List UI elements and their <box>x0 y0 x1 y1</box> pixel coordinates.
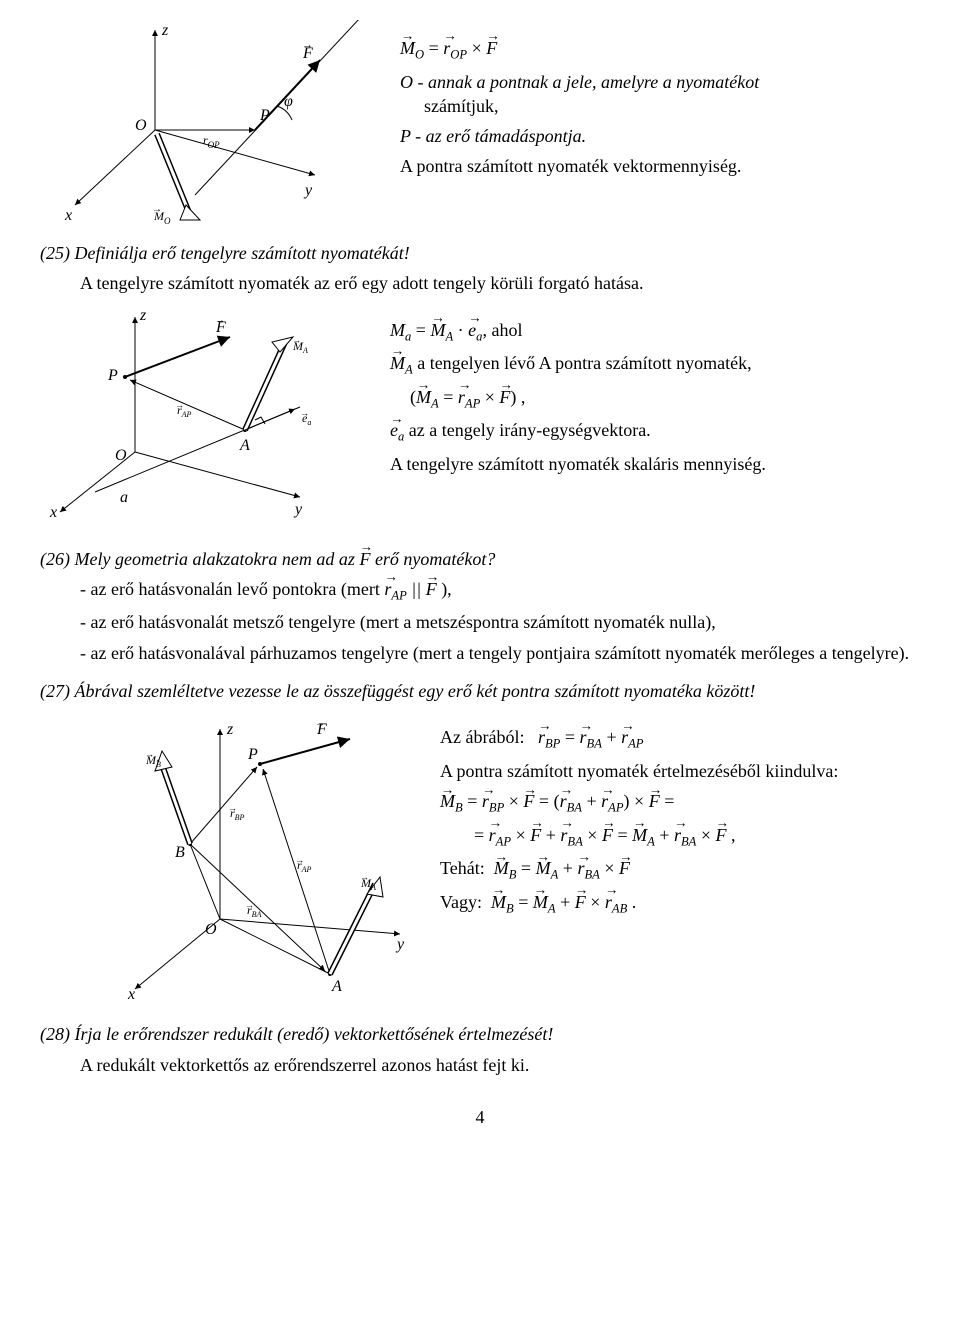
page-number: 4 <box>40 1107 920 1128</box>
eq-MA-cross: (MA = rAP × F) , <box>390 385 920 413</box>
svg-text:A: A <box>331 978 342 995</box>
fig1-phi: φ <box>284 93 293 110</box>
fig1-rOP-r: rOP <box>203 133 220 150</box>
figure-2: z x y O a A P →rAP →F →MA →e <box>40 302 370 527</box>
svg-text:x: x <box>127 986 135 999</box>
svg-text:→F: →F <box>215 315 226 336</box>
svg-text:→rBP: →rBP <box>228 803 245 822</box>
fig1-F: →F <box>302 39 313 62</box>
svg-text:y: y <box>395 936 405 953</box>
q28-body: A redukált vektorkettős az erőrendszerre… <box>40 1053 920 1077</box>
svg-text:a: a <box>120 489 128 506</box>
text2-l4: A tengelyre számított nyomaték skaláris … <box>390 452 920 476</box>
figure-1: z x y O P rOP →F φ →MO <box>40 20 380 235</box>
svg-text:A: A <box>239 437 250 454</box>
svg-text:→rAP: →rAP <box>175 400 192 419</box>
svg-text:→rAP: →rAP <box>295 855 312 874</box>
q25: (25) Definiálja erő tengelyre számított … <box>40 241 920 265</box>
figure-2-svg: z x y O a A P →rAP →F →MA →e <box>40 302 370 522</box>
q28: (28) Írja le erőrendszer redukált (eredő… <box>40 1022 920 1046</box>
q26-list: - az erő hatásvonalán levő pontokra (mer… <box>40 577 920 665</box>
q25-body: A tengelyre számított nyomaték az erő eg… <box>40 271 920 295</box>
svg-text:O: O <box>115 447 127 464</box>
svg-text:P: P <box>247 746 258 763</box>
section-27-deriv: Az ábrából: rBP = rBA + rAP A pontra szá… <box>420 709 920 923</box>
section-25b-row: z x y O a A P →rAP →F →MA →e <box>40 302 920 527</box>
svg-text:z: z <box>139 307 147 324</box>
deriv-tehat: Tehát: MB = MA + rBA × F <box>440 856 920 884</box>
eq-MO: MO = rOP × F <box>400 36 920 64</box>
fig1-y: y <box>303 182 313 199</box>
section-25-text: MO = rOP × F O - annak a pontnak a jele,… <box>380 20 920 185</box>
section-25-fig-row: z x y O P rOP →F φ →MO MO = rOP <box>40 20 920 235</box>
deriv-vagy: Vagy: MB = MA + F × rAB . <box>440 890 920 918</box>
figure-1-svg: z x y O P rOP →F φ →MO <box>40 20 380 230</box>
text2-l3: ea az a tengely irány-egységvektora. <box>390 418 920 446</box>
svg-text:B: B <box>175 844 185 861</box>
section-27-row: z x y O B P A →rBP →rBA →rAP <box>40 709 920 1004</box>
fig1-MO: →MO <box>152 204 171 226</box>
figure-3: z x y O B P A →rBP →rBA →rAP <box>40 709 420 1004</box>
svg-text:→MA: →MA <box>292 335 308 355</box>
q26-item3: - az erő hatásvonalával párhuzamos tenge… <box>80 641 920 665</box>
text-P-desc: P - az erő támadáspontja. <box>400 124 920 148</box>
fig1-O: O <box>135 117 147 134</box>
deriv-from: Az ábrából: rBP = rBA + rAP <box>440 725 920 753</box>
eq-Ma: Ma = MA · ea, ahol <box>390 318 920 346</box>
svg-text:→ea: →ea <box>300 408 311 427</box>
svg-text:→F: →F <box>315 718 327 738</box>
svg-text:y: y <box>293 501 303 518</box>
q26: (26) Mely geometria alakzatokra nem ad a… <box>40 547 920 571</box>
deriv-line2: = rAP × F + rBA × F = MA + rBA × F , <box>440 823 920 851</box>
deriv-line1: MB = rBP × F = (rBA + rAP) × F = <box>440 789 920 817</box>
svg-text:→MB: →MB <box>145 749 161 769</box>
figure-3-svg: z x y O B P A →rBP →rBA →rAP <box>100 709 420 999</box>
fig1-x: x <box>64 207 72 224</box>
svg-text:→MA: →MA <box>360 872 376 892</box>
fig1-z: z <box>161 22 169 39</box>
text-O-desc: O - annak a pontnak a jele, amelyre a ny… <box>400 70 920 119</box>
svg-text:x: x <box>49 504 57 521</box>
svg-text:→rBA: →rBA <box>245 900 262 919</box>
q27: (27) Ábrával szemléltetve vezesse le az … <box>40 679 920 703</box>
deriv-intro: A pontra számított nyomaték értelmezéséb… <box>440 759 920 783</box>
text-vector-stmt: A pontra számított nyomaték vektormennyi… <box>400 154 920 178</box>
svg-text:P: P <box>107 367 118 384</box>
svg-text:z: z <box>226 721 234 738</box>
text2-l1: MA a tengelyen lévő A pontra számított n… <box>390 351 920 379</box>
q26-item2: - az erő hatásvonalát metsző tengelyre (… <box>80 610 920 634</box>
q26-item1: - az erő hatásvonalán levő pontokra (mer… <box>80 577 920 605</box>
section-25b-text: Ma = MA · ea, ahol MA a tengelyen lévő A… <box>370 302 920 483</box>
svg-text:O: O <box>205 921 217 938</box>
